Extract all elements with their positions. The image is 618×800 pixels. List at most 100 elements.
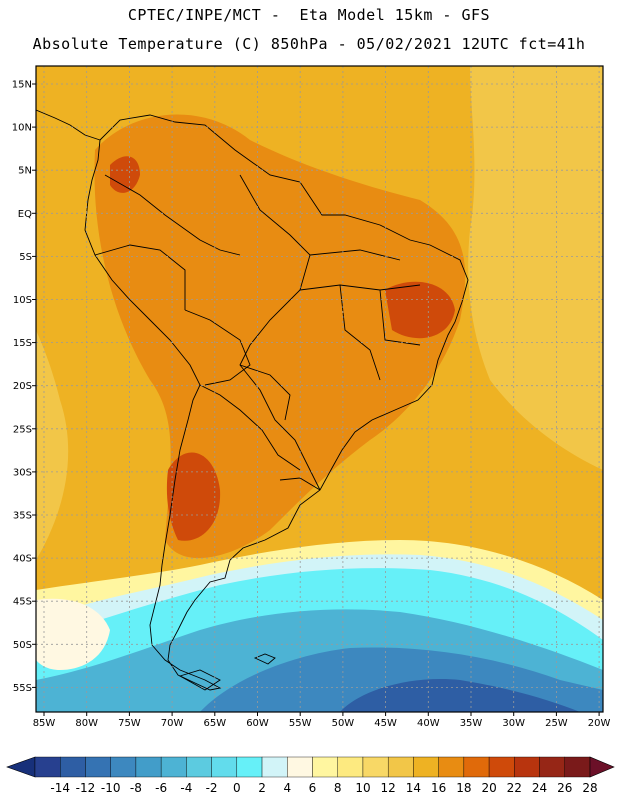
lat-tick-label: 15S <box>13 338 32 349</box>
lat-tick-label: 45S <box>13 597 32 608</box>
colorbar-swatch <box>160 756 187 778</box>
south-america-coastline <box>84 114 469 691</box>
lon-tick-label: 65W <box>203 718 226 729</box>
coldest-core <box>340 679 580 712</box>
colorbar-tick-label: 14 <box>406 781 421 795</box>
lat-tick-label: 50S <box>13 640 32 651</box>
colorbar-swatch <box>337 756 364 778</box>
colorbar-swatch <box>463 756 490 778</box>
colorbar-tick-label: 0 <box>233 781 241 795</box>
lat-tick-label: 5S <box>19 252 32 263</box>
tierra-del-fuego <box>178 669 221 691</box>
colorbar-swatch <box>34 756 61 778</box>
colorbar-tick-label: 8 <box>334 781 342 795</box>
colorbar-low-arrow <box>6 756 36 778</box>
colorbar-swatch <box>186 756 212 778</box>
lon-tick-label: 20W <box>588 718 611 729</box>
hotspot-colombia <box>110 156 140 193</box>
colorbar-swatch <box>261 756 288 778</box>
lat-tick-label: 10N <box>12 123 32 134</box>
colorbar-swatch <box>110 756 137 778</box>
colorbar-tick-label: 26 <box>557 781 572 795</box>
lon-tick-label: 50W <box>332 718 355 729</box>
colorbar-tick-label: -4 <box>180 781 192 795</box>
colorbar-swatch <box>211 756 238 778</box>
chart-title-line2: Absolute Temperature (C) 850hPa - 05/02/… <box>32 35 586 53</box>
lon-tick-label: 70W <box>161 718 184 729</box>
pale-patch-chile <box>36 598 110 670</box>
colorbar-swatch <box>135 756 162 778</box>
colorbar-tick-label: -8 <box>130 781 142 795</box>
colorbar-swatch <box>539 756 565 778</box>
latitude-axis: 15N 10N 5N EQ 5S 10S 15S 20S 25S 30S 35S 40S 45S 50S 5… <box>12 80 36 694</box>
colorbar-tick-label: 28 <box>582 781 597 795</box>
colorbar-tick-label: 16 <box>431 781 446 795</box>
longitude-axis: 85W 80W 75W 70W 65W 60W 55W 50W 45W 40W 35W 30W 25W 2… <box>33 712 611 729</box>
hotspot-northeast <box>385 281 455 339</box>
colorbar-swatch <box>85 756 111 778</box>
lat-tick-label: 55S <box>13 683 32 694</box>
colorbar-tick-label: 24 <box>532 781 547 795</box>
colorbar-tick-label: -14 <box>50 781 70 795</box>
colorbar-swatch <box>236 756 263 778</box>
colorbar-tick-label: -12 <box>76 781 96 795</box>
colorbar-tick-label: -10 <box>101 781 121 795</box>
border-brazil <box>239 174 321 491</box>
lon-tick-label: 30W <box>502 718 525 729</box>
lon-tick-label: 55W <box>289 718 312 729</box>
colorbar-tick-label: 6 <box>309 781 317 795</box>
lon-tick-label: 45W <box>374 718 397 729</box>
colorbar-swatch <box>287 756 313 778</box>
temperature-field <box>36 66 603 712</box>
colorbar-swatch <box>413 756 439 778</box>
lon-tick-label: 25W <box>545 718 568 729</box>
lat-tick-label: EQ <box>18 209 32 220</box>
lon-tick-label: 60W <box>246 718 269 729</box>
lon-tick-label: 75W <box>118 718 141 729</box>
colorbar-swatch <box>60 756 86 778</box>
lat-tick-label: 5N <box>18 166 32 177</box>
border-bolivia <box>184 309 251 386</box>
colorbar-swatch <box>312 756 338 778</box>
border-paraguay <box>239 364 291 421</box>
plot-frame <box>35 65 604 713</box>
lon-tick-label: 35W <box>460 718 483 729</box>
border-argentina <box>199 384 301 471</box>
colorbar-tick-label: 4 <box>283 781 291 795</box>
colorbar-swatch <box>514 756 540 778</box>
lat-tick-label: 20S <box>13 381 32 392</box>
lat-tick-label: 40S <box>13 554 32 565</box>
colorbar-tick-label: -6 <box>155 781 167 795</box>
country-boundaries <box>36 109 469 691</box>
colorbar-tick-label: 10 <box>355 781 370 795</box>
hotspot-argentina <box>166 452 221 541</box>
lat-tick-label: 10S <box>13 295 32 306</box>
central-america-coast <box>36 109 101 141</box>
colorbar-swatch <box>438 756 465 778</box>
colorbar-tick-label: -2 <box>206 781 218 795</box>
lat-tick-label: 30S <box>13 467 32 478</box>
lat-tick-label: 25S <box>13 424 32 435</box>
lon-tick-label: 80W <box>75 718 98 729</box>
lat-tick-label: 35S <box>13 511 32 522</box>
lat-tick-label: 15N <box>12 80 32 91</box>
continental-warm-region <box>94 114 466 559</box>
border-peru <box>94 244 186 310</box>
colorbar-tick-label: 20 <box>481 781 496 795</box>
colorbar-high-arrow <box>589 756 615 778</box>
colorbar: -14 -12 -10 -8 -6 -4 -2 0 2 4 6 8 10 12 14 16 18 20 22 24 26… <box>6 756 615 795</box>
colorbar-tick-label: 2 <box>258 781 266 795</box>
lon-tick-label: 85W <box>33 718 56 729</box>
border-brazil-states <box>299 249 421 381</box>
colorbar-tick-label: 18 <box>456 781 471 795</box>
colorbar-swatch <box>362 756 389 778</box>
colorbar-tick-label: 22 <box>507 781 522 795</box>
colorbar-swatch <box>387 756 414 778</box>
colorbar-swatch <box>488 756 515 778</box>
border-colombia <box>104 174 241 256</box>
atlantic-mild-region <box>468 66 603 470</box>
colorbar-swatch <box>564 756 591 778</box>
chart-title-line1: CPTEC/INPE/MCT - Eta Model 15km - GFS <box>127 6 491 24</box>
lon-tick-label: 40W <box>417 718 440 729</box>
